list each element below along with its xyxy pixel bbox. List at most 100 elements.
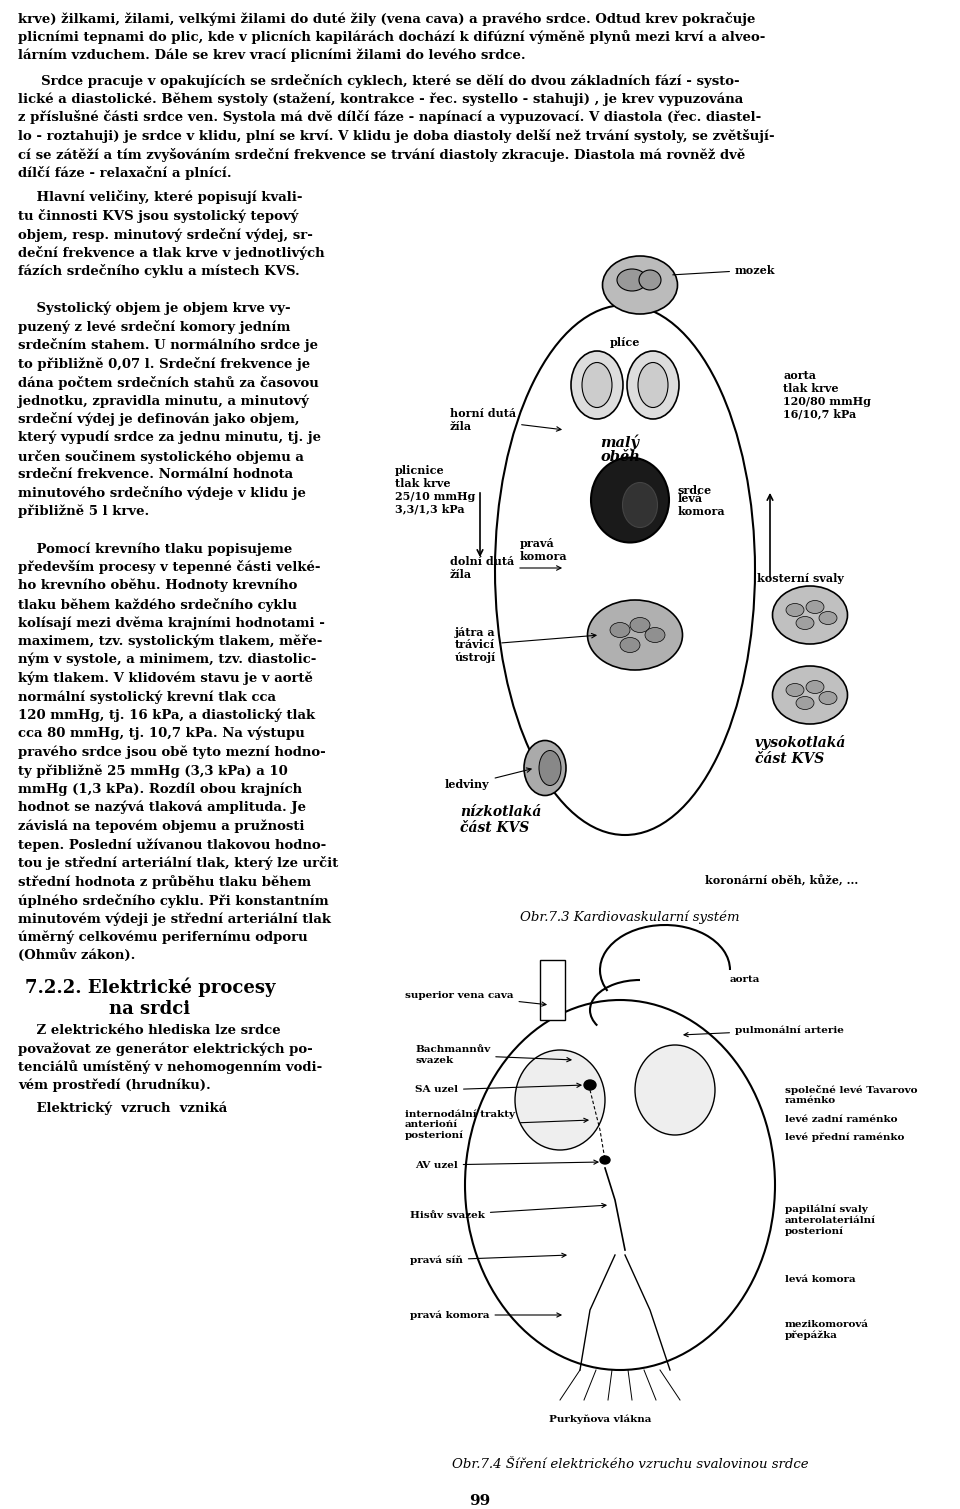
Text: superior vena cava: superior vena cava xyxy=(405,990,546,1007)
Text: 99: 99 xyxy=(469,1494,491,1507)
Text: úplného srdečního cyklu. Při konstantním: úplného srdečního cyklu. Při konstantním xyxy=(18,893,328,907)
Text: na srdci: na srdci xyxy=(109,999,191,1017)
Text: především procesy v tepenné části velké-: především procesy v tepenné části velké- xyxy=(18,560,321,575)
Text: aorta
tlak krve
120/80 mmHg
16/10,7 kPa: aorta tlak krve 120/80 mmHg 16/10,7 kPa xyxy=(783,370,871,420)
Text: považovat ze generátor elektrických po-: považovat ze generátor elektrických po- xyxy=(18,1043,313,1055)
Text: levá komora: levá komora xyxy=(785,1275,855,1284)
Text: SA uzel: SA uzel xyxy=(415,1083,581,1094)
Ellipse shape xyxy=(600,1156,610,1163)
Text: plíce: plíce xyxy=(610,337,640,349)
Ellipse shape xyxy=(819,611,837,625)
Text: dílčí fáze - relaxační a plnící.: dílčí fáze - relaxační a plnící. xyxy=(18,166,231,180)
Text: přibližně 5 l krve.: přibližně 5 l krve. xyxy=(18,506,149,519)
Text: 120 mmHg, tj. 16 kPa, a diastolický tlak: 120 mmHg, tj. 16 kPa, a diastolický tlak xyxy=(18,709,315,721)
Text: z příslušné části srdce ven. Systola má dvě dílčí fáze - napínací a vypuzovací. : z příslušné části srdce ven. Systola má … xyxy=(18,110,761,125)
Ellipse shape xyxy=(571,352,623,420)
Text: aorta: aorta xyxy=(730,975,760,984)
Text: Obr.7.3 Kardiovaskularní systém: Obr.7.3 Kardiovaskularní systém xyxy=(520,910,740,924)
Text: pravého srdce jsou obě tyto mezní hodno-: pravého srdce jsou obě tyto mezní hodno- xyxy=(18,745,325,759)
Text: ledviny: ledviny xyxy=(445,768,531,791)
Text: který vypudí srdce za jednu minutu, tj. je: který vypudí srdce za jednu minutu, tj. … xyxy=(18,432,321,445)
Text: tu činnosti KVS jsou systolický tepový: tu činnosti KVS jsou systolický tepový xyxy=(18,210,299,223)
Text: (Ohmův zákon).: (Ohmův zákon). xyxy=(18,949,135,963)
Text: kolísají mezi dvěma krajními hodnotami -: kolísají mezi dvěma krajními hodnotami - xyxy=(18,616,324,629)
Text: puzený z levé srdeční komory jedním: puzený z levé srdeční komory jedním xyxy=(18,320,290,333)
Text: mezikomorová
přepážka: mezikomorová přepážka xyxy=(785,1320,869,1340)
Text: levá
komora: levá komora xyxy=(678,493,726,518)
Text: normální systolický krevní tlak cca: normální systolický krevní tlak cca xyxy=(18,690,276,703)
Text: kosterní svaly: kosterní svaly xyxy=(756,573,844,584)
Text: ty přibližně 25 mmHg (3,3 kPa) a 10: ty přibližně 25 mmHg (3,3 kPa) a 10 xyxy=(18,764,288,777)
Text: levé přední raménko: levé přední raménko xyxy=(785,1132,904,1141)
Text: lické a diastolické. Během systoly (stažení, kontrakce - řec. systello - stahuji: lické a diastolické. Během systoly (staž… xyxy=(18,92,743,106)
Ellipse shape xyxy=(627,352,679,420)
Ellipse shape xyxy=(582,362,612,407)
Text: mozek: mozek xyxy=(673,264,776,276)
Text: plicními tepnami do plic, kde v plicních kapilárách dochází k difúzní výměně ply: plicními tepnami do plic, kde v plicních… xyxy=(18,30,765,44)
Ellipse shape xyxy=(639,270,661,290)
Text: minutovém výdeji je střední arteriální tlak: minutovém výdeji je střední arteriální t… xyxy=(18,911,331,925)
Text: kým tlakem. V klidovém stavu je v aortě: kým tlakem. V klidovém stavu je v aortě xyxy=(18,672,313,685)
Text: vém prostředí (hrudníku).: vém prostředí (hrudníku). xyxy=(18,1079,211,1093)
Text: papilální svaly
anterolateriální
posterioní: papilální svaly anterolateriální posteri… xyxy=(785,1206,876,1236)
Text: mmHg (1,3 kPa). Rozdíl obou krajních: mmHg (1,3 kPa). Rozdíl obou krajních xyxy=(18,783,302,797)
Text: srdeční výdej je definován jako objem,: srdeční výdej je definován jako objem, xyxy=(18,412,300,427)
Text: internodální trakty
anteriońí
posterioní: internodální trakty anteriońí posterioní xyxy=(405,1109,588,1141)
Text: 7.2.2. Elektrické procesy: 7.2.2. Elektrické procesy xyxy=(25,978,276,997)
Ellipse shape xyxy=(645,628,665,643)
Text: cí se zátěží a tím zvyšováním srdeční frekvence se trvání diastoly zkracuje. Dia: cí se zátěží a tím zvyšováním srdeční fr… xyxy=(18,148,745,161)
Ellipse shape xyxy=(819,691,837,705)
Ellipse shape xyxy=(806,601,824,614)
Text: závislá na tepovém objemu a pružnosti: závislá na tepovém objemu a pružnosti xyxy=(18,819,304,833)
Ellipse shape xyxy=(495,305,755,834)
Ellipse shape xyxy=(622,483,658,528)
Text: tlaku během každého srdečního cyklu: tlaku během každého srdečního cyklu xyxy=(18,598,297,611)
Ellipse shape xyxy=(773,665,848,724)
Text: jednotku, zpravidla minutu, a minutový: jednotku, zpravidla minutu, a minutový xyxy=(18,394,309,407)
Text: Hisův svazek: Hisův svazek xyxy=(410,1203,606,1219)
Text: lo - roztahuji) je srdce v klidu, plní se krví. V klidu je doba diastoly delší n: lo - roztahuji) je srdce v klidu, plní s… xyxy=(18,128,775,143)
Ellipse shape xyxy=(603,257,678,314)
Text: srdeční frekvence. Normální hodnota: srdeční frekvence. Normální hodnota xyxy=(18,468,293,481)
Ellipse shape xyxy=(630,617,650,632)
Text: tepen. Poslední užívanou tlakovou hodno-: tepen. Poslední užívanou tlakovou hodno- xyxy=(18,837,326,851)
Text: vysokotlaká
část KVS: vysokotlaká část KVS xyxy=(755,735,847,767)
Text: ným v systole, a minimem, tzv. diastolic-: ným v systole, a minimem, tzv. diastolic… xyxy=(18,653,317,667)
Text: hodnot se nazývá tlaková amplituda. Je: hodnot se nazývá tlaková amplituda. Je xyxy=(18,801,306,815)
Text: úměrný celkovému perifernímu odporu: úměrný celkovému perifernímu odporu xyxy=(18,931,307,945)
Text: fázích srdečního cyklu a místech KVS.: fázích srdečního cyklu a místech KVS. xyxy=(18,264,300,279)
Text: Z elektrického hlediska lze srdce: Z elektrického hlediska lze srdce xyxy=(18,1023,280,1037)
Text: Srdce pracuje v opakujících se srdečních cyklech, které se dělí do dvou základní: Srdce pracuje v opakujících se srdečních… xyxy=(18,74,739,88)
Text: levé zadní raménko: levé zadní raménko xyxy=(785,1115,898,1124)
Ellipse shape xyxy=(584,1080,596,1089)
Ellipse shape xyxy=(515,1050,605,1150)
Ellipse shape xyxy=(635,1046,715,1135)
Text: dolní dutá
žíla: dolní dutá žíla xyxy=(450,557,561,579)
Text: objem, resp. minutový srdeční výdej, sr-: objem, resp. minutový srdeční výdej, sr- xyxy=(18,228,313,241)
Text: maximem, tzv. systolickým tlakem, měře-: maximem, tzv. systolickým tlakem, měře- xyxy=(18,634,323,647)
Text: dána počtem srdečních stahů za časovou: dána počtem srdečních stahů za časovou xyxy=(18,376,319,389)
Text: cca 80 mmHg, tj. 10,7 kPa. Na výstupu: cca 80 mmHg, tj. 10,7 kPa. Na výstupu xyxy=(18,727,304,741)
Ellipse shape xyxy=(591,457,669,543)
Ellipse shape xyxy=(524,741,566,795)
Text: tenciálů umístěný v nehomogenním vodi-: tenciálů umístěný v nehomogenním vodi- xyxy=(18,1061,323,1074)
Text: horní dutá
žíla: horní dutá žíla xyxy=(450,407,561,432)
Text: pulmonální arterie: pulmonální arterie xyxy=(684,1025,844,1037)
Text: pravá síň: pravá síň xyxy=(410,1252,566,1265)
Ellipse shape xyxy=(786,604,804,617)
Text: Purkyňova vlákna: Purkyňova vlákna xyxy=(549,1415,651,1424)
Text: ho krevního oběhu. Hodnoty krevního: ho krevního oběhu. Hodnoty krevního xyxy=(18,579,298,593)
Ellipse shape xyxy=(773,585,848,644)
Text: tou je střední arteriální tlak, který lze určit: tou je střední arteriální tlak, který lz… xyxy=(18,857,338,871)
Ellipse shape xyxy=(806,681,824,694)
Text: deční frekvence a tlak krve v jednotlivých: deční frekvence a tlak krve v jednotlivý… xyxy=(18,246,324,260)
Text: střední hodnota z průběhu tlaku během: střední hodnota z průběhu tlaku během xyxy=(18,875,311,889)
Bar xyxy=(540,960,565,1020)
Text: společné levé Tavarovo
raménko: společné levé Tavarovo raménko xyxy=(785,1085,918,1106)
Text: oběh: oběh xyxy=(600,450,640,463)
Ellipse shape xyxy=(620,637,640,652)
Text: pravá
komora: pravá komora xyxy=(520,539,567,561)
Ellipse shape xyxy=(796,697,814,709)
Text: minutového srdečního výdeje v klidu je: minutového srdečního výdeje v klidu je xyxy=(18,486,306,501)
Text: koronární oběh, kůže, ...: koronární oběh, kůže, ... xyxy=(705,875,858,886)
